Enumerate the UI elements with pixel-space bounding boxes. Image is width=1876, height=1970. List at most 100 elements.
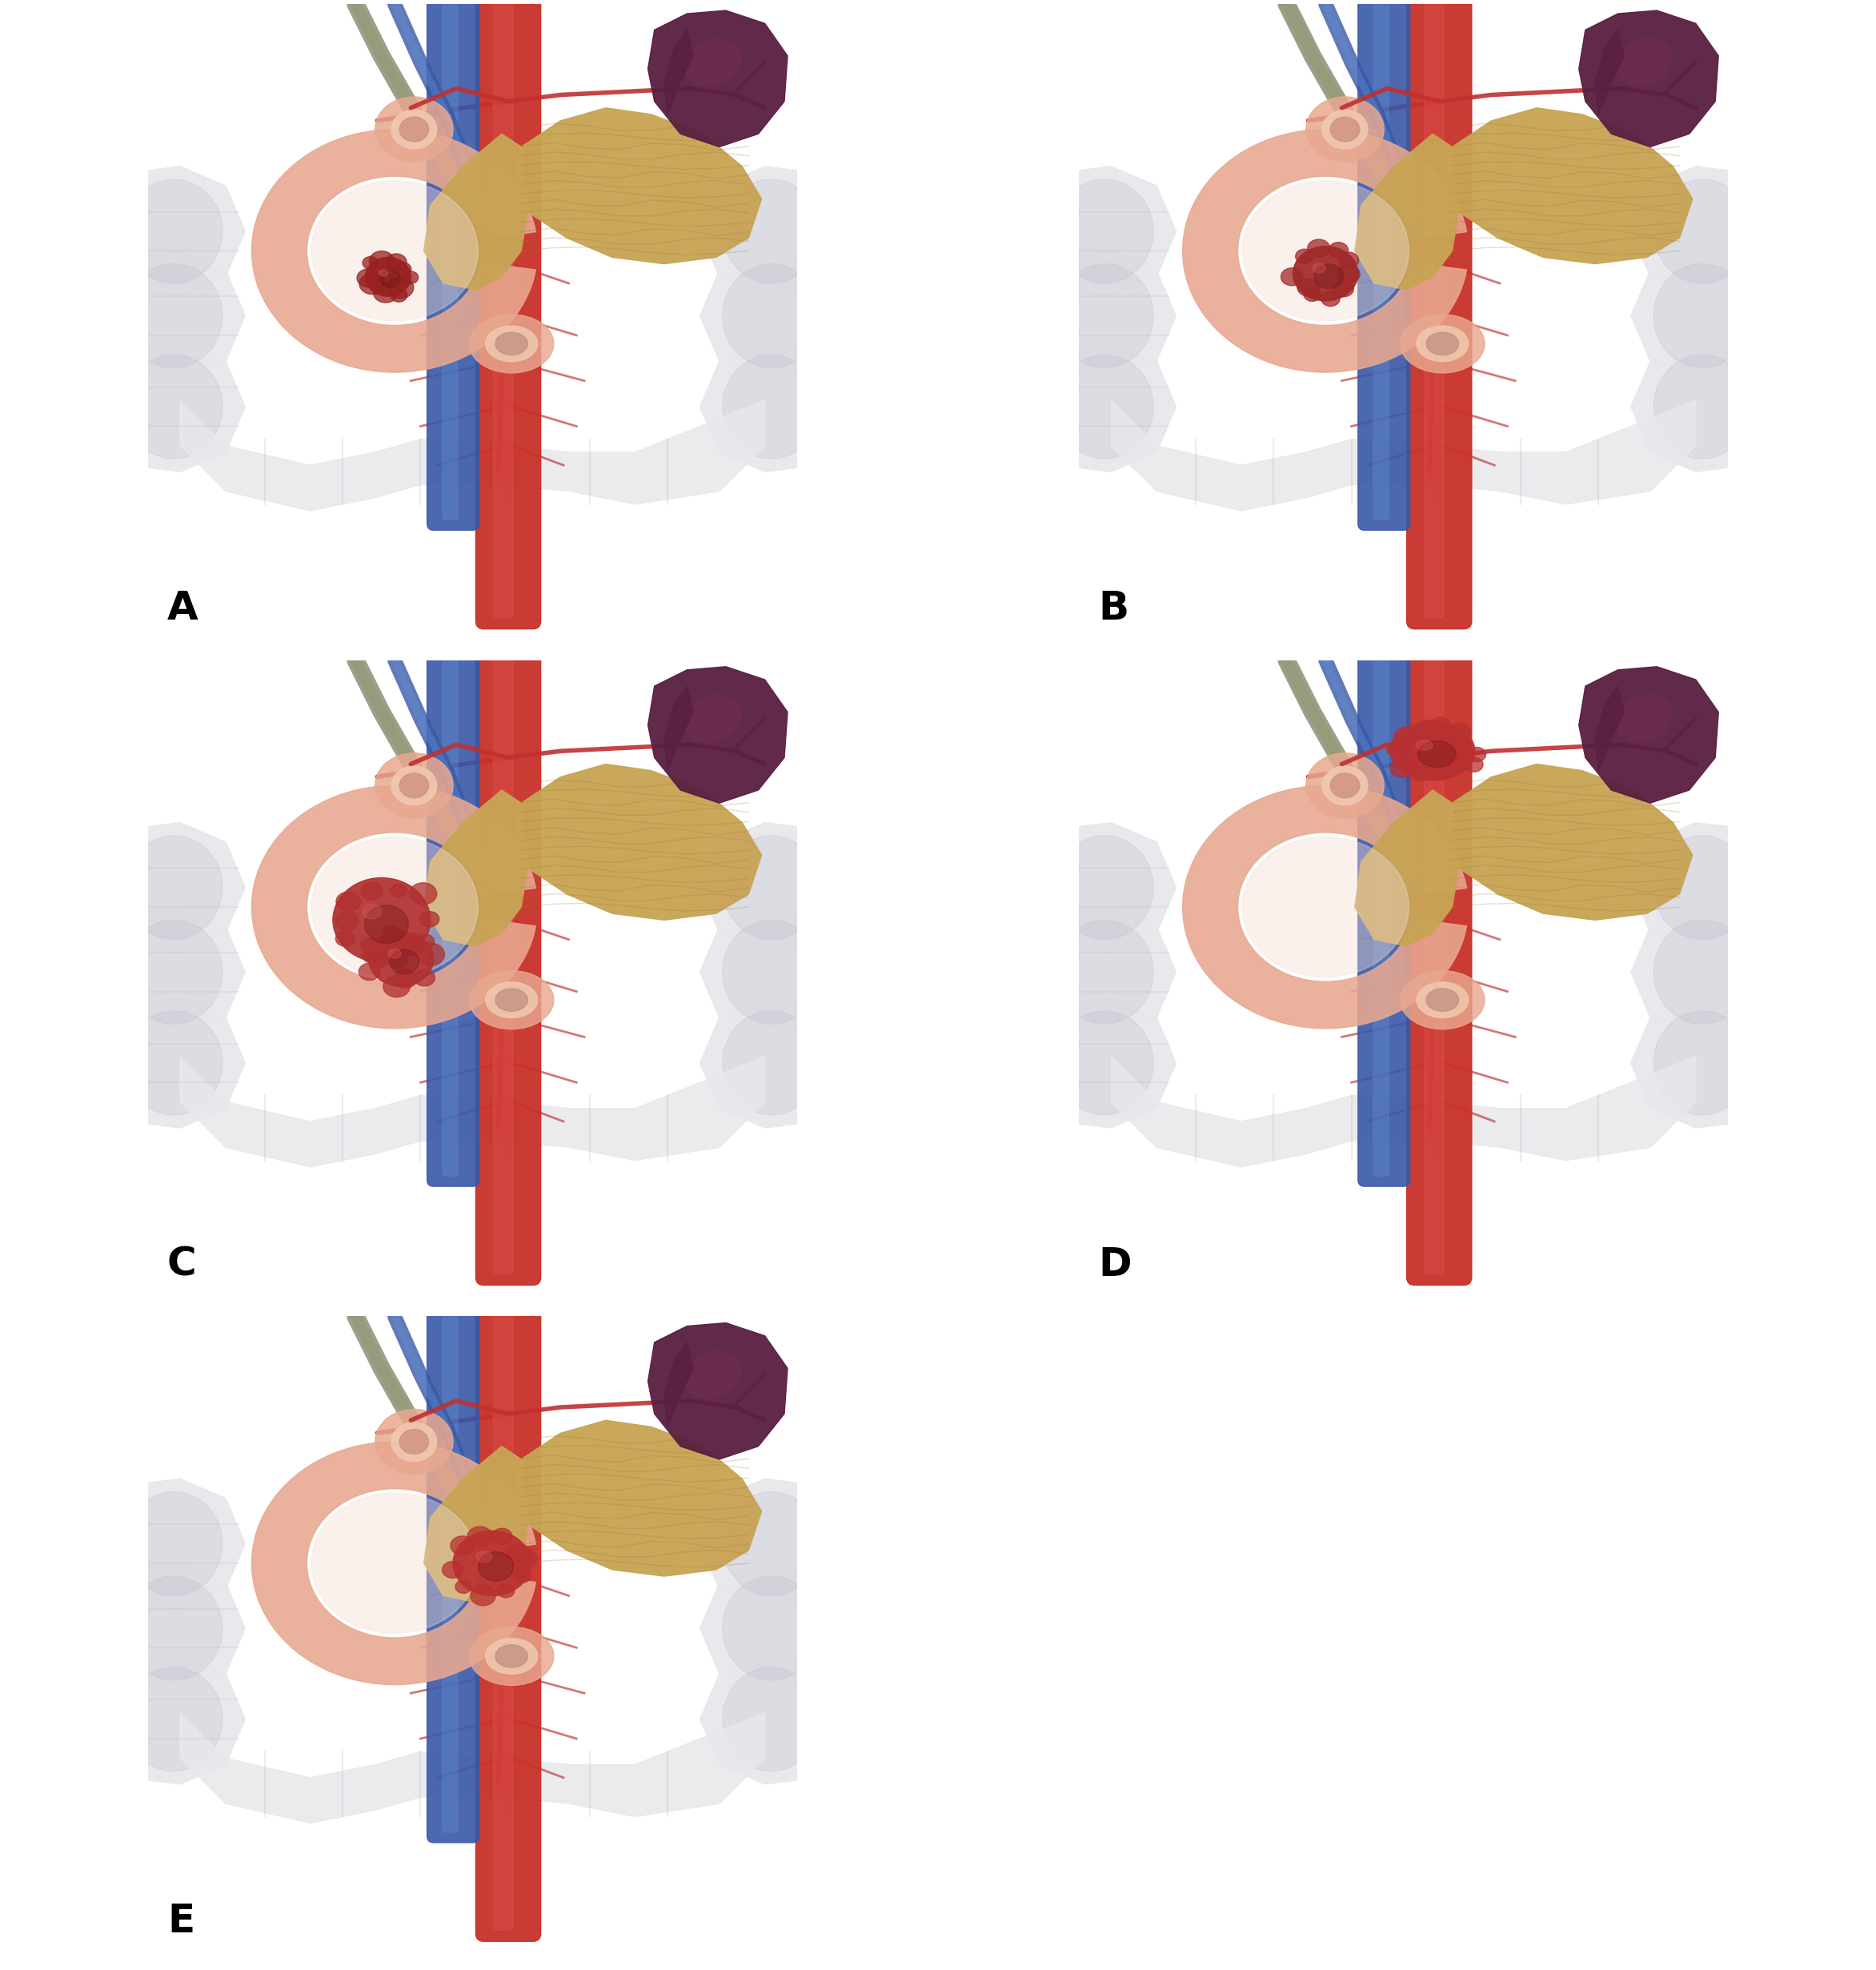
Ellipse shape <box>1293 246 1358 301</box>
Ellipse shape <box>394 262 411 276</box>
Ellipse shape <box>456 1580 471 1594</box>
Polygon shape <box>251 1442 537 1684</box>
Ellipse shape <box>1431 717 1450 733</box>
Ellipse shape <box>398 934 426 955</box>
Ellipse shape <box>360 938 379 952</box>
Ellipse shape <box>443 1562 463 1578</box>
Ellipse shape <box>1306 97 1384 162</box>
Polygon shape <box>1595 30 1625 114</box>
Ellipse shape <box>1416 983 1469 1018</box>
Polygon shape <box>1354 134 1460 290</box>
Ellipse shape <box>1281 268 1304 286</box>
Ellipse shape <box>379 270 388 276</box>
Ellipse shape <box>386 278 413 299</box>
Polygon shape <box>1580 10 1718 148</box>
Ellipse shape <box>375 97 452 162</box>
Polygon shape <box>424 1446 527 1602</box>
Ellipse shape <box>495 989 527 1011</box>
Polygon shape <box>1630 999 1748 1129</box>
Ellipse shape <box>469 1627 553 1686</box>
Ellipse shape <box>469 971 553 1028</box>
Polygon shape <box>700 1655 816 1785</box>
Ellipse shape <box>1390 721 1475 780</box>
Ellipse shape <box>1242 181 1409 321</box>
Ellipse shape <box>1653 835 1750 940</box>
FancyBboxPatch shape <box>477 632 540 1284</box>
Polygon shape <box>647 10 788 148</box>
FancyBboxPatch shape <box>428 1296 478 1842</box>
Ellipse shape <box>358 963 381 981</box>
Ellipse shape <box>368 952 388 967</box>
Ellipse shape <box>1399 315 1484 372</box>
Ellipse shape <box>495 1645 527 1667</box>
Ellipse shape <box>450 1537 475 1554</box>
Ellipse shape <box>478 1552 514 1582</box>
Polygon shape <box>1630 250 1748 380</box>
Text: E: E <box>167 1901 195 1940</box>
Ellipse shape <box>1615 39 1672 87</box>
Ellipse shape <box>1465 758 1484 772</box>
Ellipse shape <box>722 1491 820 1596</box>
Ellipse shape <box>415 969 435 987</box>
Ellipse shape <box>722 355 820 459</box>
FancyBboxPatch shape <box>428 640 478 1186</box>
Ellipse shape <box>1426 989 1460 1011</box>
Polygon shape <box>700 341 816 471</box>
Text: C: C <box>167 1245 197 1284</box>
Ellipse shape <box>1308 238 1330 258</box>
Ellipse shape <box>722 1576 820 1680</box>
Ellipse shape <box>392 766 437 806</box>
Text: A: A <box>167 589 199 628</box>
Polygon shape <box>664 686 694 770</box>
Ellipse shape <box>400 116 430 142</box>
Ellipse shape <box>1330 116 1360 142</box>
Ellipse shape <box>388 950 401 957</box>
Polygon shape <box>424 790 527 946</box>
Polygon shape <box>514 1420 762 1576</box>
Ellipse shape <box>390 885 407 896</box>
Ellipse shape <box>1056 835 1154 940</box>
Ellipse shape <box>722 1011 820 1115</box>
FancyBboxPatch shape <box>1358 640 1411 1186</box>
Ellipse shape <box>392 110 437 150</box>
Ellipse shape <box>452 1531 531 1596</box>
FancyBboxPatch shape <box>1358 0 1411 530</box>
Ellipse shape <box>1323 110 1368 150</box>
Ellipse shape <box>486 325 538 362</box>
Ellipse shape <box>332 879 430 961</box>
FancyBboxPatch shape <box>1407 0 1471 628</box>
Ellipse shape <box>1339 252 1358 268</box>
Ellipse shape <box>507 1544 529 1562</box>
Polygon shape <box>1580 666 1718 804</box>
Polygon shape <box>1060 250 1176 380</box>
Polygon shape <box>647 1322 788 1460</box>
Polygon shape <box>128 823 246 953</box>
Ellipse shape <box>311 837 478 977</box>
Polygon shape <box>1354 790 1460 946</box>
Polygon shape <box>1630 906 1748 1036</box>
Polygon shape <box>1111 400 1696 510</box>
FancyBboxPatch shape <box>443 0 458 520</box>
Ellipse shape <box>126 179 223 284</box>
Ellipse shape <box>356 268 379 288</box>
Ellipse shape <box>126 1576 223 1680</box>
Ellipse shape <box>420 912 439 928</box>
Ellipse shape <box>403 272 418 284</box>
Polygon shape <box>128 250 246 380</box>
Polygon shape <box>514 108 762 264</box>
Polygon shape <box>664 30 694 114</box>
Ellipse shape <box>1298 278 1319 296</box>
Ellipse shape <box>383 975 411 997</box>
Ellipse shape <box>381 270 401 288</box>
Polygon shape <box>664 1342 694 1426</box>
Ellipse shape <box>375 753 452 818</box>
Polygon shape <box>514 764 762 920</box>
Polygon shape <box>128 1479 246 1609</box>
Ellipse shape <box>495 333 527 355</box>
Polygon shape <box>128 999 246 1129</box>
FancyBboxPatch shape <box>1424 0 1445 619</box>
Ellipse shape <box>1653 355 1750 459</box>
Ellipse shape <box>1653 179 1750 284</box>
Ellipse shape <box>685 1351 741 1399</box>
Ellipse shape <box>471 1586 495 1606</box>
